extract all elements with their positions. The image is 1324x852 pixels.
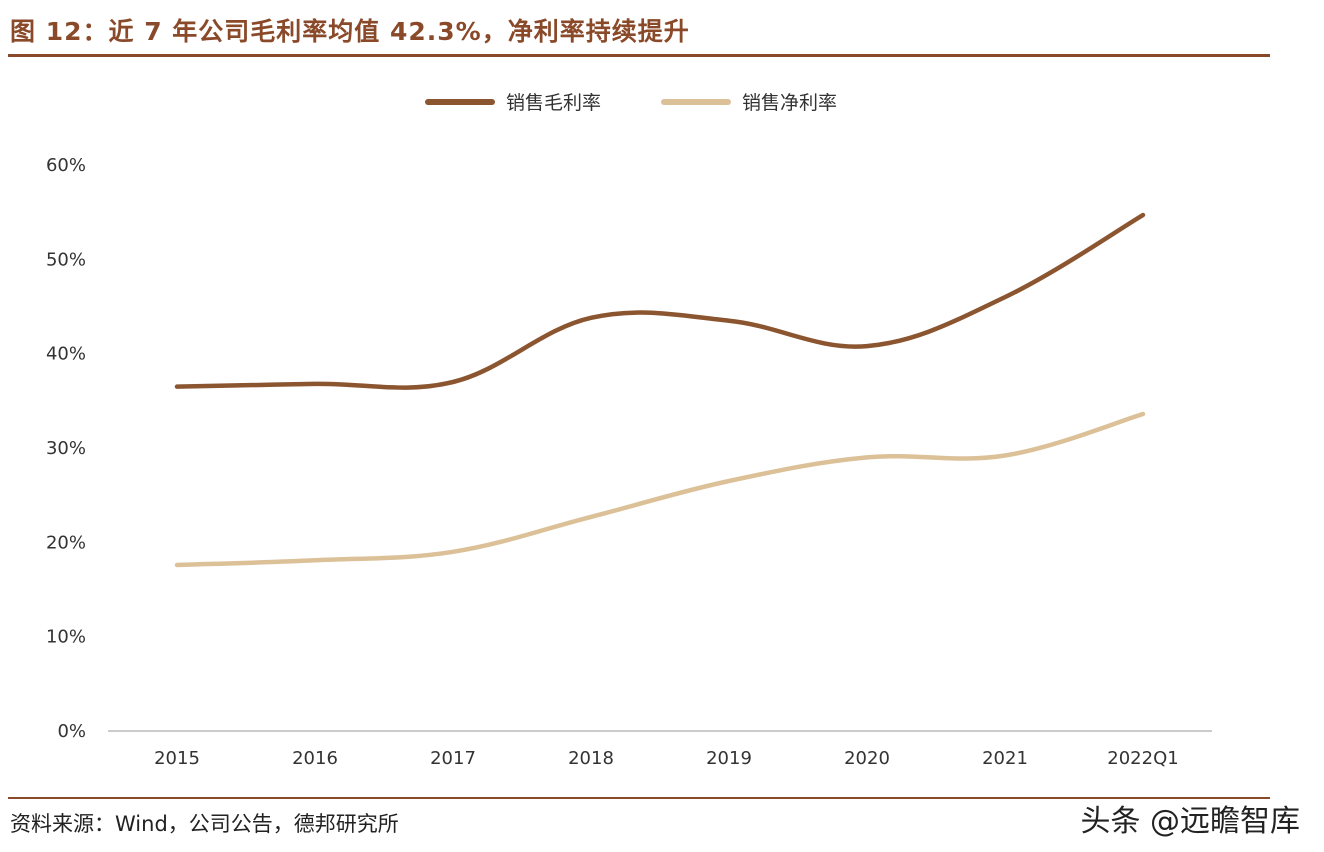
x-tick-label: 2017	[430, 748, 476, 769]
y-tick-label: 20%	[46, 532, 86, 553]
data-point	[313, 558, 317, 562]
chart-title: 图 12：近 7 年公司毛利率均值 42.3%，净利率持续提升	[10, 17, 690, 46]
data-point	[865, 344, 869, 348]
title-divider	[8, 54, 1270, 57]
y-tick-label: 40%	[46, 344, 86, 365]
data-point	[1141, 213, 1145, 217]
data-point	[1003, 453, 1007, 457]
data-point	[175, 384, 179, 388]
legend-label: 销售毛利率	[506, 92, 601, 114]
series-line-net-margin	[174, 411, 1146, 568]
data-point	[727, 479, 731, 483]
x-tick-label: 2022Q1	[1107, 748, 1178, 769]
data-point	[175, 563, 179, 567]
data-point	[313, 382, 317, 386]
footer-divider	[8, 797, 1270, 799]
data-point	[1141, 412, 1145, 416]
data-point	[589, 316, 593, 320]
y-tick-label: 10%	[46, 627, 86, 648]
x-tick-label: 2019	[706, 748, 752, 769]
y-tick-label: 30%	[46, 438, 86, 459]
y-tick-label: 60%	[46, 155, 86, 176]
legend: 销售毛利率 销售净利率	[425, 92, 837, 114]
x-tick-label: 2020	[844, 748, 890, 769]
series-group	[174, 212, 1146, 568]
data-point	[865, 455, 869, 459]
y-axis: 0% 10% 20% 30% 40% 50% 60%	[46, 155, 86, 742]
y-tick-label: 50%	[46, 249, 86, 270]
data-point	[1003, 295, 1007, 299]
data-point	[451, 550, 455, 554]
data-point	[451, 380, 455, 384]
legend-label: 销售净利率	[742, 92, 837, 114]
x-tick-label: 2018	[568, 748, 614, 769]
source-note: 资料来源：Wind，公司公告，德邦研究所	[10, 812, 399, 836]
y-tick-label: 0%	[57, 721, 86, 742]
x-tick-label: 2021	[982, 748, 1028, 769]
series-line-gross-margin	[174, 212, 1146, 390]
x-tick-label: 2015	[154, 748, 200, 769]
data-point	[589, 515, 593, 519]
x-axis: 2015 2016 2017 2018 2019 2020 2021 2022Q1	[108, 730, 1212, 769]
x-tick-label: 2016	[292, 748, 338, 769]
data-point	[727, 318, 731, 322]
watermark: 头条 @远瞻智库	[1080, 804, 1300, 839]
